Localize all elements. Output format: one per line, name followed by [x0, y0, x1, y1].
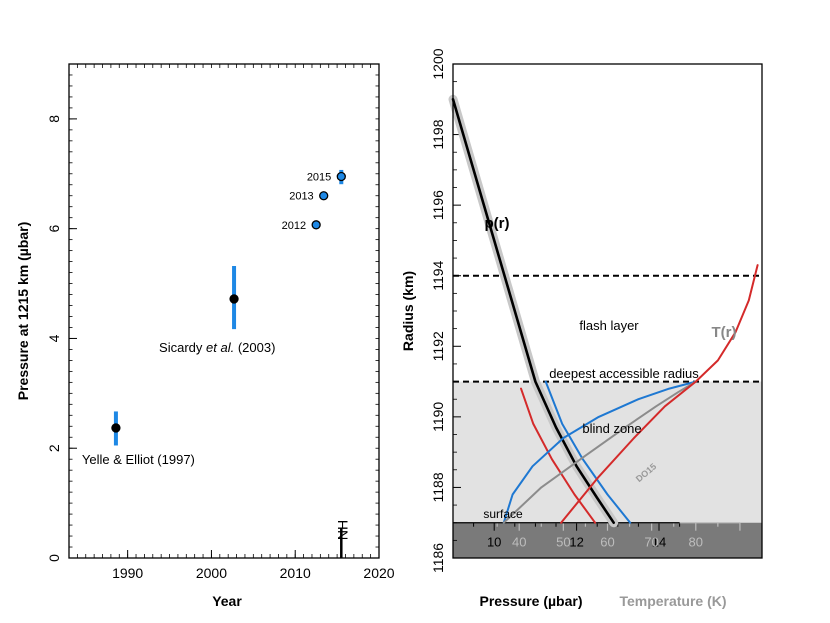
blind-zone-label: blind zone — [582, 421, 641, 436]
temperature-tick-label: 60 — [600, 535, 614, 550]
pressure-tick-label: 14 — [652, 535, 666, 550]
series-line — [502, 380, 697, 524]
y-tick-label: 0 — [46, 554, 62, 562]
right-plot-frame — [452, 63, 763, 559]
y-tick-label: 1190 — [430, 402, 446, 432]
temperature-tick-label: 40 — [512, 535, 526, 550]
pressure-curve-label: p(r) — [485, 215, 510, 232]
data-point — [336, 171, 346, 182]
temperature-tick-label: 80 — [689, 535, 703, 550]
data-label: 2012 — [282, 220, 306, 232]
left-chart: 1990 2000 2010 2020 0 2 4 6 8 NH Yelle & Elliot (… — [15, 63, 395, 609]
x-tick-label: 2000 — [196, 565, 227, 581]
x-tick-label: 2020 — [363, 565, 394, 581]
y-tick-label: 8 — [46, 115, 62, 123]
right-ticks: 1186 1188 1190 1192 1194 1196 1198 1200 10 12 14 40… — [430, 48, 741, 573]
temperature-tick-label: 70 — [644, 535, 658, 550]
series-line — [502, 380, 697, 524]
surface-label: surface — [483, 507, 523, 521]
series-line — [544, 380, 632, 524]
data-point — [111, 423, 121, 433]
left-y-axis-title: Pressure at 1215 km (µbar) — [15, 222, 31, 401]
x-tick-label: 1990 — [112, 565, 143, 581]
y-tick-label: 6 — [46, 225, 62, 233]
pressure-tick-label: 10 — [487, 535, 501, 550]
y-tick-label: 1186 — [430, 543, 446, 573]
left-plot-frame — [68, 63, 380, 559]
y-tick-label: 1194 — [430, 260, 446, 290]
data-label: Sicardy et al. (2003) — [159, 340, 275, 355]
data-point — [229, 294, 239, 304]
data-label: Yelle & Elliot (1997) — [82, 452, 195, 467]
left-ticks: 1990 2000 2010 2020 0 2 4 6 8 — [46, 64, 395, 581]
temperature-curve-label: T(r) — [712, 324, 737, 341]
flash-layer-label: flash layer — [579, 318, 639, 333]
right-y-axis-title: Radius (km) — [400, 271, 416, 351]
series-line — [520, 387, 597, 524]
temperature-tick-label: 50 — [556, 535, 570, 550]
right-x-axis-title-temperature: Temperature (K) — [619, 593, 726, 609]
data-label: 2015 — [307, 172, 331, 184]
left-marks: NH Yelle & Elliot (1997) Sicardy et al. (2… — [82, 169, 350, 558]
data-point — [319, 191, 329, 201]
nh-marker-label: NH — [334, 520, 350, 540]
right-series — [448, 94, 759, 528]
y-tick-label: 1188 — [430, 472, 446, 502]
pressure-tick-label: 12 — [569, 535, 583, 550]
y-tick-label: 1200 — [430, 48, 446, 79]
blind-zone-area — [453, 381, 762, 523]
data-point — [311, 220, 321, 230]
y-tick-label: 1198 — [430, 119, 446, 149]
y-tick-label: 1192 — [430, 331, 446, 361]
right-x-axis-title-pressure: Pressure (µbar) — [480, 593, 583, 609]
y-tick-label: 1196 — [430, 190, 446, 220]
series-line — [560, 264, 759, 524]
y-tick-label: 4 — [46, 334, 62, 342]
deepest-radius-label: deepest accessible radius — [549, 366, 699, 381]
x-tick-label: 2010 — [280, 565, 311, 581]
y-tick-label: 2 — [46, 444, 62, 452]
right-chart: 1186 1188 1190 1192 1194 1196 1198 1200 10 12 14 40… — [400, 48, 763, 609]
data-label: 2013 — [289, 191, 313, 203]
left-x-axis-title: Year — [212, 593, 242, 609]
